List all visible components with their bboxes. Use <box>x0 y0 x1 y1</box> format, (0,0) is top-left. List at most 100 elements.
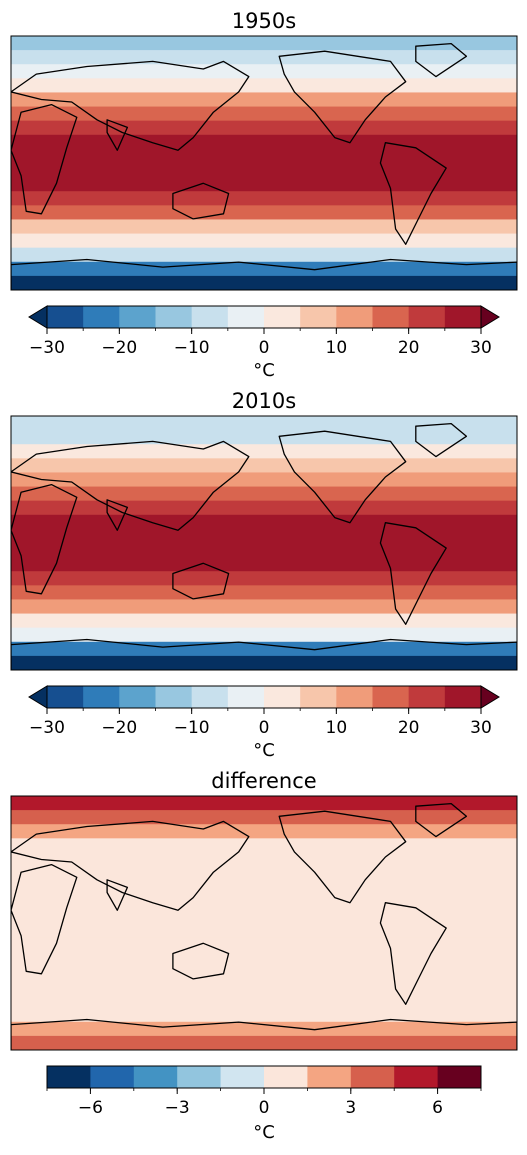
lat-band <box>11 923 517 938</box>
colorbar-extend-under <box>28 685 48 709</box>
lat-band <box>11 557 517 572</box>
lat-band <box>11 571 517 586</box>
lat-band <box>11 430 517 445</box>
colorbar-tick-label: −30 <box>29 718 65 738</box>
lat-band <box>11 908 517 924</box>
colorbar-segment <box>47 686 84 708</box>
map-frame <box>10 795 518 1051</box>
colorbar-segment <box>300 686 337 708</box>
colorbar-tick-label: 20 <box>398 338 420 358</box>
lat-band <box>11 486 517 502</box>
colorbar-extend-over <box>480 305 500 329</box>
map-area <box>11 36 517 290</box>
lat-band <box>11 177 517 192</box>
colorbar-segment <box>227 686 265 708</box>
coastlines <box>11 42 517 290</box>
coastline <box>11 820 250 911</box>
lat-band <box>11 120 517 136</box>
lat-band <box>11 951 517 966</box>
coastline <box>106 119 129 151</box>
lat-band <box>11 191 517 206</box>
lat-band <box>11 247 517 263</box>
lat-band <box>11 163 517 178</box>
colorbar-segment <box>264 686 301 708</box>
map-frame <box>10 35 518 291</box>
coastline <box>379 522 447 625</box>
lat-band <box>11 866 517 882</box>
colorbar-segment <box>220 1066 265 1088</box>
coastline <box>106 879 129 911</box>
colorbar-extend-under <box>28 305 48 329</box>
coastline <box>415 42 468 78</box>
colorbar-segment <box>350 1066 395 1088</box>
lat-band <box>11 852 517 868</box>
colorbar-segment <box>155 306 193 328</box>
lat-band <box>11 514 517 530</box>
coastline <box>106 499 129 531</box>
lat-band <box>11 50 517 65</box>
coastline <box>11 638 517 670</box>
colorbar-tick-label: −10 <box>174 338 210 358</box>
colorbar-tick-label: 30 <box>470 718 492 738</box>
colorbar-segment <box>372 686 410 708</box>
lat-band <box>11 796 517 811</box>
lat-band <box>11 275 517 290</box>
colorbar-segment <box>394 1066 438 1088</box>
colorbar: −30 −20 −10 0 10 20 30 <box>28 305 500 358</box>
lat-band <box>11 1021 517 1037</box>
coastlines <box>11 422 517 670</box>
coastline <box>278 430 407 524</box>
lat-band <box>11 894 517 910</box>
colorbar-segment <box>83 686 120 708</box>
colorbar-tick-label: 3 <box>345 1098 356 1118</box>
lat-band <box>11 838 517 854</box>
panel-title: difference <box>211 769 316 793</box>
lat-band <box>11 613 517 629</box>
colorbar-tick-label: 20 <box>398 718 420 738</box>
colorbar-tick-label: −3 <box>165 1098 190 1118</box>
lat-band <box>11 416 517 431</box>
colorbar-tick-label: 6 <box>432 1098 443 1118</box>
colorbar-label: °C <box>253 740 275 761</box>
colorbar-segment <box>264 306 301 328</box>
colorbar-segment <box>336 686 373 708</box>
colorbar-label: °C <box>253 360 275 381</box>
colorbar-tick-label: −20 <box>101 718 137 738</box>
colorbar-segment <box>191 306 229 328</box>
colorbar-segment <box>47 306 84 328</box>
coastline <box>11 1018 517 1050</box>
colorbar-label: °C <box>253 1122 275 1143</box>
coastline <box>11 103 78 215</box>
colorbar-segment <box>83 306 120 328</box>
map-area <box>11 416 517 670</box>
lat-band <box>11 233 517 249</box>
colorbar-segment <box>177 1066 221 1088</box>
lat-band <box>11 543 517 558</box>
lat-band <box>11 585 517 601</box>
colorbar-segment <box>47 1066 91 1088</box>
lat-band <box>11 36 517 51</box>
colorbar-segment <box>90 1066 135 1088</box>
lat-band <box>11 458 517 474</box>
lat-band <box>11 824 517 839</box>
coastline <box>172 942 230 980</box>
lat-band <box>11 444 517 459</box>
colorbar-tick-label: 0 <box>259 1098 270 1118</box>
colorbar-segment <box>408 686 446 708</box>
lat-band <box>11 78 517 94</box>
colorbar-segment <box>408 306 446 328</box>
panel-title: 2010s <box>232 389 296 413</box>
coastline <box>278 810 407 904</box>
lat-band <box>11 993 517 1009</box>
colorbar-tick-label: −6 <box>78 1098 103 1118</box>
lat-band <box>11 937 517 952</box>
colorbar-segment <box>336 306 373 328</box>
coastline <box>415 422 468 458</box>
coastline <box>278 50 407 144</box>
colorbar-tick-label: −20 <box>101 338 137 358</box>
coastline <box>11 258 517 290</box>
colorbar-segment <box>155 686 193 708</box>
colorbar-segment <box>444 306 482 328</box>
coastlines <box>11 802 517 1050</box>
